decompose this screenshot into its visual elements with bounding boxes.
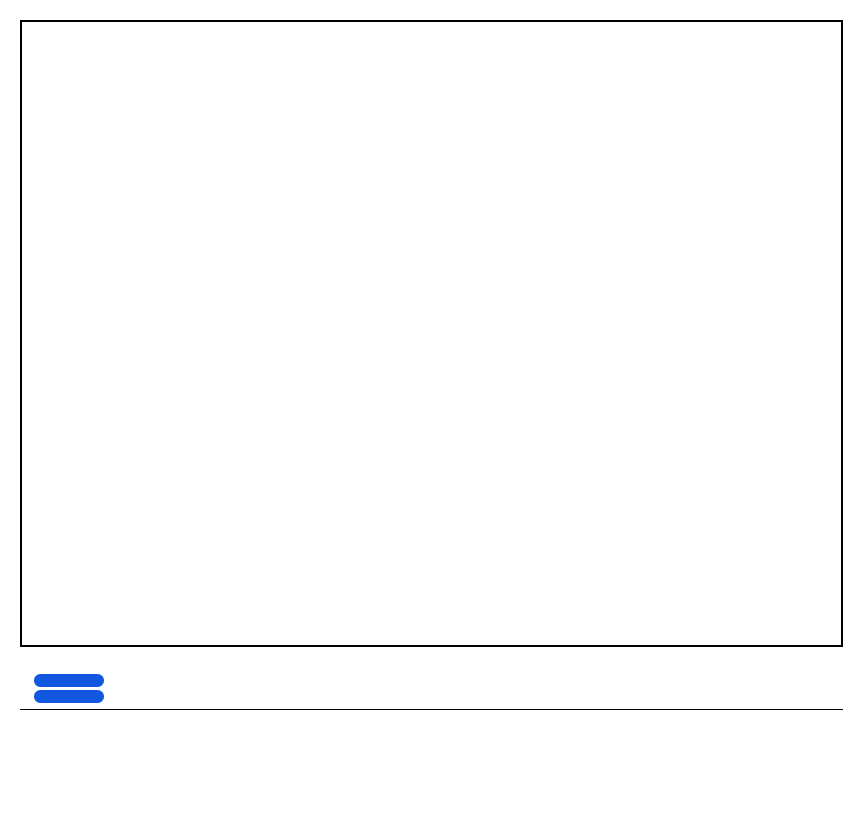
answer-row-iy [20, 687, 114, 703]
answer-table [20, 667, 114, 703]
answer-desc-iy [20, 687, 34, 703]
answer-desc-ix [20, 671, 34, 687]
figure-svg [44, 40, 824, 610]
answer-val-iy [34, 687, 114, 703]
answer-row-ix [20, 671, 114, 687]
redacted-value-icon [34, 690, 104, 703]
redacted-value-icon [34, 674, 104, 687]
divider [20, 709, 843, 710]
answer-val-ix [34, 671, 114, 687]
problem-container [20, 20, 843, 647]
